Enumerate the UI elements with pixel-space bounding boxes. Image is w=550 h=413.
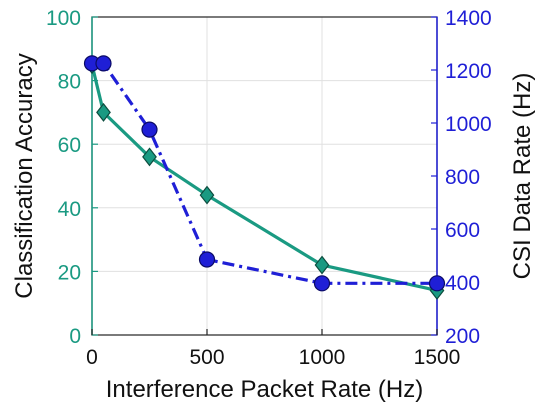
plot-area-frame	[91, 16, 438, 336]
series-layer	[83, 55, 446, 300]
left-tick-label: 40	[58, 198, 81, 221]
left-tick-label: 100	[46, 7, 81, 30]
x-axis-label: Interference Packet Rate (Hz)	[106, 376, 423, 403]
series-1-point	[142, 147, 157, 167]
right-tick-label: 1400	[445, 7, 492, 30]
series-1-point	[199, 185, 215, 205]
x-tick-label: 0	[86, 346, 98, 369]
series-1-point	[314, 255, 330, 275]
series-2-point	[428, 275, 446, 292]
left-tick-label: 80	[58, 71, 81, 94]
series-2-point	[198, 251, 216, 268]
right-tick-label: 1200	[445, 60, 492, 83]
right-tick-label: 800	[445, 166, 480, 189]
right-tick-label: 600	[445, 219, 480, 242]
right-y-axis-label: CSI Data Rate (Hz)	[509, 73, 536, 280]
series-2-point	[313, 275, 331, 292]
series-1-line	[90, 64, 438, 293]
right-tick-label: 1000	[445, 113, 492, 136]
x-axis: 0 500 1000 1500	[86, 329, 460, 369]
grid-lines	[91, 16, 438, 336]
x-tick-label: 500	[189, 346, 224, 369]
left-tick-label: 60	[58, 134, 81, 157]
series-2-point	[95, 55, 112, 72]
left-tick-label: 0	[69, 325, 81, 348]
series-1-point	[96, 102, 111, 122]
left-y-axis-label: Classification Accuracy	[11, 53, 38, 298]
series-2-line	[92, 61, 437, 285]
right-tick-label: 400	[445, 272, 480, 295]
x-tick-label: 1500	[414, 346, 461, 369]
right-y-axis: 200 400 600 800 1000 1200 1400	[431, 7, 492, 348]
series-2-point	[141, 121, 158, 138]
x-tick-label: 1000	[299, 346, 346, 369]
left-tick-label: 20	[58, 261, 81, 284]
right-tick-label: 200	[445, 325, 480, 348]
